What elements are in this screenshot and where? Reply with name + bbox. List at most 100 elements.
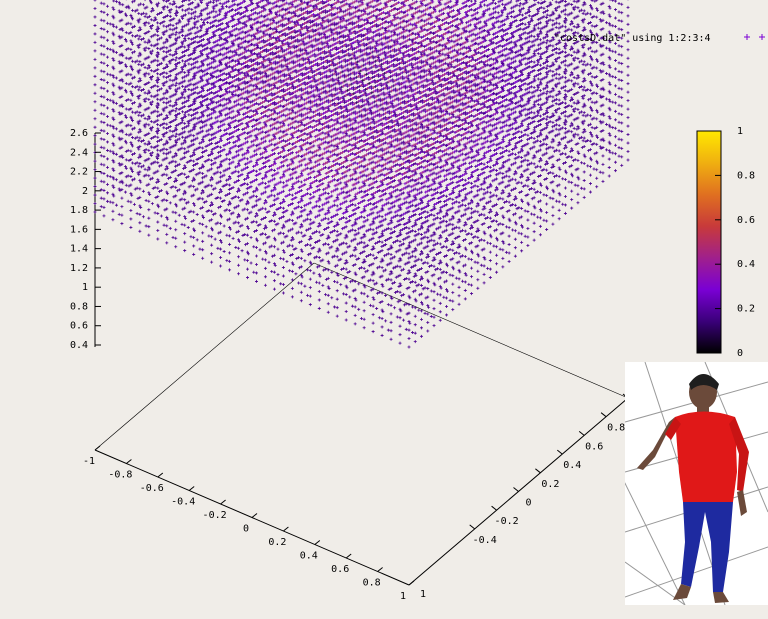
data-point	[187, 12, 190, 15]
data-point	[551, 19, 554, 22]
data-point	[94, 0, 97, 2]
data-point	[494, 2, 497, 5]
data-point	[156, 21, 159, 24]
data-point	[573, 0, 576, 3]
x-back-axis	[95, 263, 314, 450]
data-point	[518, 4, 521, 7]
data-point	[605, 21, 608, 24]
data-point	[591, 24, 594, 27]
data-point	[115, 0, 118, 3]
data-point	[576, 6, 579, 9]
data-point	[169, 15, 172, 18]
data-point	[142, 3, 145, 6]
data-point	[219, 2, 222, 5]
data-point	[200, 18, 203, 21]
data-point	[540, 0, 543, 1]
data-point	[212, 1, 215, 4]
data-point	[393, 0, 396, 2]
data-point	[144, 15, 147, 18]
data-point	[564, 25, 567, 28]
data-point	[169, 2, 172, 5]
data-point	[492, 0, 495, 2]
data-point	[100, 10, 103, 13]
data-point	[551, 0, 554, 1]
axes-group	[95, 133, 628, 585]
data-point	[627, 6, 630, 9]
data-point	[212, 0, 215, 2]
data-point	[150, 18, 153, 21]
data-point	[618, 27, 621, 30]
y-back-axis	[314, 263, 628, 398]
data-point	[501, 3, 504, 6]
data-point	[102, 19, 105, 22]
data-point	[620, 28, 623, 31]
data-point	[106, 13, 109, 16]
data-point	[102, 2, 105, 5]
data-point	[564, 13, 567, 16]
data-point	[618, 10, 621, 13]
data-point	[627, 23, 630, 26]
data-point	[106, 30, 109, 33]
data-point	[497, 11, 500, 14]
data-point	[620, 3, 623, 6]
data-point	[570, 29, 573, 32]
data-point	[115, 26, 118, 29]
data-point	[215, 10, 218, 13]
data-point	[333, 0, 336, 1]
data-point	[100, 27, 103, 30]
data-point	[627, 14, 630, 17]
data-point	[169, 28, 172, 31]
data-point	[206, 21, 209, 24]
data-point	[102, 11, 105, 14]
data-point	[582, 12, 585, 15]
data-point	[555, 26, 558, 29]
data-point	[121, 3, 124, 6]
data-point	[181, 9, 184, 12]
data-point	[510, 0, 513, 1]
data-point	[190, 8, 193, 11]
data-point	[106, 22, 109, 25]
data-point	[620, 11, 623, 14]
data-point	[112, 0, 115, 2]
data-point	[524, 23, 527, 26]
data-point	[137, 12, 140, 15]
data-point	[620, 20, 623, 23]
data-point	[570, 3, 573, 6]
data-point	[315, 0, 318, 2]
data-point	[614, 25, 617, 28]
data-point	[611, 24, 614, 27]
data-point	[196, 26, 199, 29]
data-point	[166, 6, 169, 9]
data-point	[94, 24, 97, 27]
data-point	[144, 0, 147, 1]
data-point	[589, 12, 592, 15]
data-point	[555, 0, 558, 3]
data-point	[573, 25, 576, 28]
data-point	[175, 5, 178, 8]
data-point	[188, 0, 191, 2]
data-point	[519, 2, 522, 5]
data-point	[537, 27, 540, 30]
data-point	[521, 14, 524, 17]
data-point	[618, 19, 621, 22]
data-point	[106, 5, 109, 8]
data-point	[546, 14, 549, 17]
data-point	[94, 15, 97, 18]
data-point	[145, 12, 148, 15]
data-point	[537, 1, 540, 4]
data-point	[528, 14, 531, 17]
data-point	[510, 15, 513, 18]
data-point	[614, 8, 617, 11]
data-point	[147, 22, 150, 25]
data-points-group	[94, 0, 630, 349]
data-point	[614, 17, 617, 20]
data-point	[558, 22, 561, 25]
data-point	[100, 2, 103, 5]
data-point	[194, 0, 197, 1]
data-point	[162, 0, 165, 2]
data-point	[591, 0, 594, 2]
data-point	[595, 16, 598, 19]
data-point	[100, 19, 103, 22]
data-point	[618, 2, 621, 5]
